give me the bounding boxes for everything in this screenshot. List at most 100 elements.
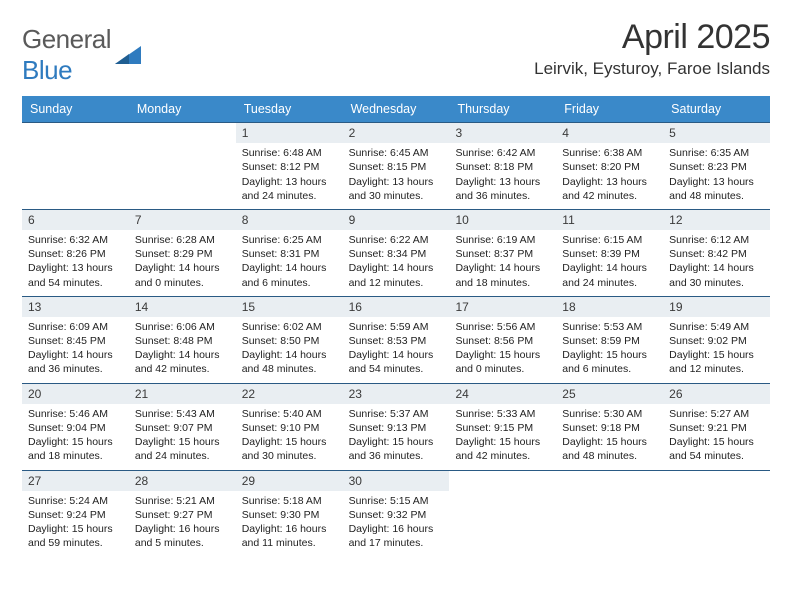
daylight-text: Daylight: 13 hours [28, 261, 123, 275]
daylight-text-cont: and 36 minutes. [28, 362, 123, 376]
day-cell: 1Sunrise: 6:48 AMSunset: 8:12 PMDaylight… [236, 123, 343, 209]
day-cell: 28Sunrise: 5:21 AMSunset: 9:27 PMDayligh… [129, 471, 236, 557]
day-number: 23 [343, 384, 450, 404]
day-number: 16 [343, 297, 450, 317]
daylight-text-cont: and 5 minutes. [135, 536, 230, 550]
day-body: Sunrise: 6:38 AMSunset: 8:20 PMDaylight:… [556, 143, 663, 209]
day-number: 7 [129, 210, 236, 230]
sunset-text: Sunset: 8:18 PM [455, 160, 550, 174]
sunset-text: Sunset: 8:50 PM [242, 334, 337, 348]
daylight-text: Daylight: 14 hours [242, 261, 337, 275]
daylight-text: Daylight: 14 hours [135, 261, 230, 275]
daylight-text: Daylight: 14 hours [349, 348, 444, 362]
daylight-text-cont: and 54 minutes. [669, 449, 764, 463]
day-cell: 13Sunrise: 6:09 AMSunset: 8:45 PMDayligh… [22, 297, 129, 383]
day-body: Sunrise: 6:42 AMSunset: 8:18 PMDaylight:… [449, 143, 556, 209]
sunset-text: Sunset: 9:07 PM [135, 421, 230, 435]
daylight-text-cont: and 24 minutes. [135, 449, 230, 463]
day-number: 17 [449, 297, 556, 317]
week-row: 1Sunrise: 6:48 AMSunset: 8:12 PMDaylight… [22, 122, 770, 209]
daylight-text-cont: and 48 minutes. [242, 362, 337, 376]
header: General Blue April 2025 Leirvik, Eysturo… [22, 18, 770, 86]
sunrise-text: Sunrise: 5:49 AM [669, 320, 764, 334]
daylight-text-cont: and 36 minutes. [349, 449, 444, 463]
sunrise-text: Sunrise: 5:40 AM [242, 407, 337, 421]
day-cell: 22Sunrise: 5:40 AMSunset: 9:10 PMDayligh… [236, 384, 343, 470]
brand-text: General Blue [22, 24, 111, 86]
sunset-text: Sunset: 9:02 PM [669, 334, 764, 348]
sunrise-text: Sunrise: 5:56 AM [455, 320, 550, 334]
month-title: April 2025 [534, 18, 770, 57]
sunset-text: Sunset: 8:23 PM [669, 160, 764, 174]
day-body: Sunrise: 5:30 AMSunset: 9:18 PMDaylight:… [556, 404, 663, 470]
daylight-text: Daylight: 15 hours [562, 435, 657, 449]
daylight-text-cont: and 54 minutes. [28, 276, 123, 290]
sunrise-text: Sunrise: 5:46 AM [28, 407, 123, 421]
sunrise-text: Sunrise: 5:18 AM [242, 494, 337, 508]
day-number: 12 [663, 210, 770, 230]
day-body: Sunrise: 6:06 AMSunset: 8:48 PMDaylight:… [129, 317, 236, 383]
day-number: 21 [129, 384, 236, 404]
sunrise-text: Sunrise: 5:24 AM [28, 494, 123, 508]
day-cell: 6Sunrise: 6:32 AMSunset: 8:26 PMDaylight… [22, 210, 129, 296]
sunset-text: Sunset: 8:26 PM [28, 247, 123, 261]
sunset-text: Sunset: 8:53 PM [349, 334, 444, 348]
daylight-text: Daylight: 13 hours [242, 175, 337, 189]
day-cell: 7Sunrise: 6:28 AMSunset: 8:29 PMDaylight… [129, 210, 236, 296]
day-body: Sunrise: 6:09 AMSunset: 8:45 PMDaylight:… [22, 317, 129, 383]
day-number: 15 [236, 297, 343, 317]
daylight-text-cont: and 30 minutes. [242, 449, 337, 463]
day-cell: 23Sunrise: 5:37 AMSunset: 9:13 PMDayligh… [343, 384, 450, 470]
day-body: Sunrise: 5:33 AMSunset: 9:15 PMDaylight:… [449, 404, 556, 470]
daylight-text: Daylight: 15 hours [242, 435, 337, 449]
day-cell: 4Sunrise: 6:38 AMSunset: 8:20 PMDaylight… [556, 123, 663, 209]
sunrise-text: Sunrise: 5:43 AM [135, 407, 230, 421]
daylight-text: Daylight: 15 hours [135, 435, 230, 449]
day-number: 27 [22, 471, 129, 491]
day-number: 8 [236, 210, 343, 230]
sunset-text: Sunset: 9:27 PM [135, 508, 230, 522]
daylight-text-cont: and 54 minutes. [349, 362, 444, 376]
day-body: Sunrise: 5:18 AMSunset: 9:30 PMDaylight:… [236, 491, 343, 557]
daylight-text-cont: and 42 minutes. [135, 362, 230, 376]
brand-part2: Blue [22, 55, 72, 85]
day-body: Sunrise: 6:35 AMSunset: 8:23 PMDaylight:… [663, 143, 770, 209]
day-number: 29 [236, 471, 343, 491]
day-number: 24 [449, 384, 556, 404]
sunset-text: Sunset: 8:15 PM [349, 160, 444, 174]
daylight-text: Daylight: 14 hours [669, 261, 764, 275]
day-cell: 9Sunrise: 6:22 AMSunset: 8:34 PMDaylight… [343, 210, 450, 296]
day-cell: 20Sunrise: 5:46 AMSunset: 9:04 PMDayligh… [22, 384, 129, 470]
day-body: Sunrise: 6:12 AMSunset: 8:42 PMDaylight:… [663, 230, 770, 296]
sunset-text: Sunset: 9:15 PM [455, 421, 550, 435]
week-row: 27Sunrise: 5:24 AMSunset: 9:24 PMDayligh… [22, 470, 770, 557]
day-cell: 27Sunrise: 5:24 AMSunset: 9:24 PMDayligh… [22, 471, 129, 557]
daylight-text-cont: and 24 minutes. [562, 276, 657, 290]
day-number: 18 [556, 297, 663, 317]
weekday-header-cell: Tuesday [236, 96, 343, 122]
sunset-text: Sunset: 9:24 PM [28, 508, 123, 522]
day-body: Sunrise: 5:53 AMSunset: 8:59 PMDaylight:… [556, 317, 663, 383]
daylight-text: Daylight: 14 hours [562, 261, 657, 275]
day-cell: 25Sunrise: 5:30 AMSunset: 9:18 PMDayligh… [556, 384, 663, 470]
day-body: Sunrise: 5:59 AMSunset: 8:53 PMDaylight:… [343, 317, 450, 383]
day-cell: 30Sunrise: 5:15 AMSunset: 9:32 PMDayligh… [343, 471, 450, 557]
sunset-text: Sunset: 8:39 PM [562, 247, 657, 261]
day-cell [556, 471, 663, 557]
daylight-text-cont: and 36 minutes. [455, 189, 550, 203]
day-cell: 11 Sunrise: 6:15 AMSunset: 8:39 PMDayligh… [556, 210, 663, 296]
day-cell: 10Sunrise: 6:19 AMSunset: 8:37 PMDayligh… [449, 210, 556, 296]
sunset-text: Sunset: 8:45 PM [28, 334, 123, 348]
weekday-header-cell: Friday [556, 96, 663, 122]
daylight-text-cont: and 17 minutes. [349, 536, 444, 550]
sunrise-text: Sunrise: 6:35 AM [669, 146, 764, 160]
day-number: 5 [663, 123, 770, 143]
day-cell: 12Sunrise: 6:12 AMSunset: 8:42 PMDayligh… [663, 210, 770, 296]
brand-logo: General Blue [22, 18, 143, 86]
sunrise-text: Sunrise: 6:19 AM [455, 233, 550, 247]
sunset-text: Sunset: 8:20 PM [562, 160, 657, 174]
daylight-text: Daylight: 15 hours [562, 348, 657, 362]
day-number: 11 [556, 210, 663, 230]
sunrise-text: Sunrise: 6:42 AM [455, 146, 550, 160]
sunrise-text: Sunrise: 6:15 AM [562, 233, 657, 247]
